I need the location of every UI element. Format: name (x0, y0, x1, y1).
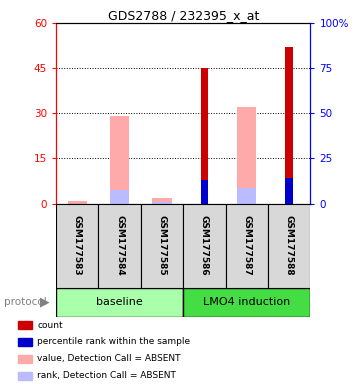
Bar (286, 47, 293, 204)
Text: baseline: baseline (96, 297, 143, 308)
Bar (201, 68, 208, 204)
Bar (286, 178, 293, 204)
Text: percentile rank within the sample: percentile rank within the sample (37, 338, 190, 346)
Bar (110, 116, 129, 204)
Bar (18, 372, 32, 380)
Bar (141, 204, 183, 288)
Bar (237, 189, 256, 204)
Bar (183, 288, 310, 317)
Bar (18, 321, 32, 329)
Text: ▶: ▶ (40, 296, 50, 309)
Bar (237, 107, 256, 204)
Bar (68, 200, 87, 204)
Bar (183, 204, 226, 288)
Bar (268, 204, 310, 288)
Text: count: count (37, 321, 63, 330)
Text: GSM177588: GSM177588 (285, 215, 294, 276)
Text: GSM177584: GSM177584 (115, 215, 124, 276)
Bar (18, 355, 32, 363)
Text: GSM177586: GSM177586 (200, 215, 209, 276)
Text: GSM177585: GSM177585 (157, 215, 166, 276)
Text: value, Detection Call = ABSENT: value, Detection Call = ABSENT (37, 354, 180, 363)
Title: GDS2788 / 232395_x_at: GDS2788 / 232395_x_at (108, 9, 259, 22)
Text: GSM177587: GSM177587 (242, 215, 251, 276)
Text: protocol: protocol (4, 297, 46, 308)
Bar (152, 197, 171, 204)
Bar (152, 202, 171, 204)
Bar (110, 190, 129, 204)
Text: rank, Detection Call = ABSENT: rank, Detection Call = ABSENT (37, 371, 176, 380)
Bar (56, 204, 98, 288)
Text: LMO4 induction: LMO4 induction (203, 297, 291, 308)
Bar (201, 180, 208, 204)
Bar (98, 204, 141, 288)
Text: GSM177583: GSM177583 (73, 215, 82, 276)
Bar (18, 338, 32, 346)
Bar (226, 204, 268, 288)
Bar (56, 288, 183, 317)
